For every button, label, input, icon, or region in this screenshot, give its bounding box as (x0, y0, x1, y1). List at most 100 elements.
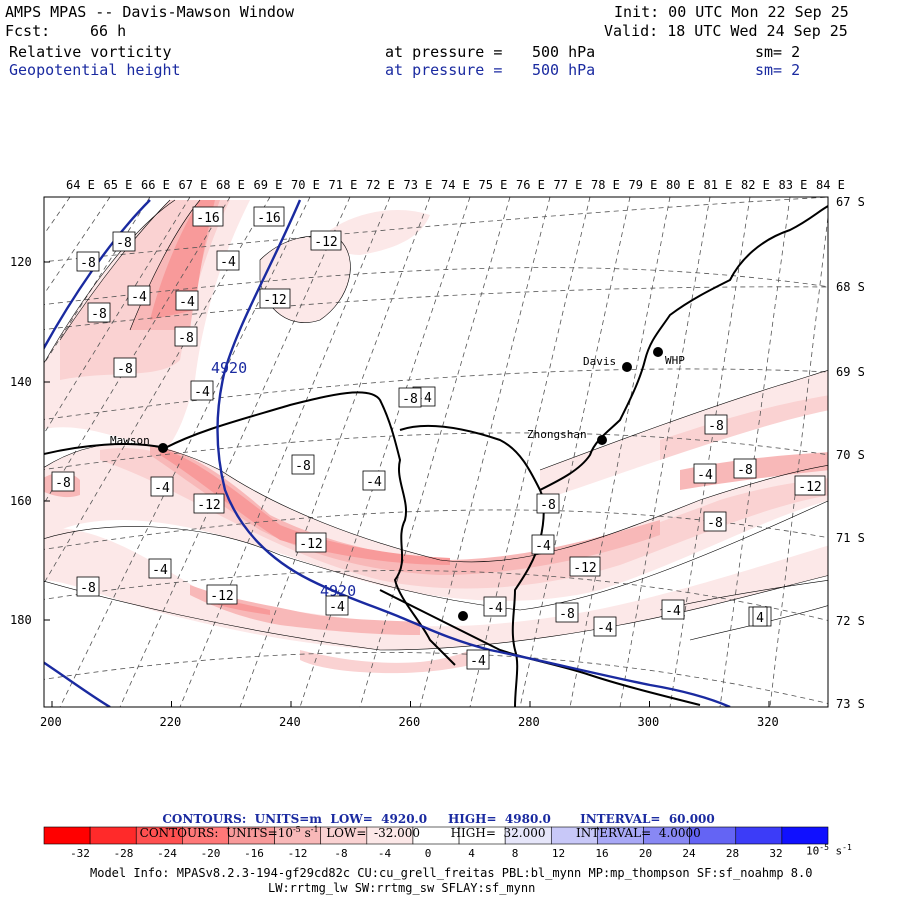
colorbar-swatch (781, 826, 829, 845)
lon-label: 64 E (66, 178, 95, 192)
vorticity-label: -8 (178, 331, 194, 346)
colorbar-tick-label: 24 (682, 847, 696, 860)
colorbar-swatch (89, 826, 137, 845)
vorticity-label-box (253, 206, 285, 227)
vorticity-label-box (536, 493, 560, 514)
vorticity-label: -4 (366, 475, 382, 490)
vorticity-label-box (794, 475, 826, 496)
vorticity-label-box (175, 290, 199, 311)
lon-label: 67 E (179, 178, 208, 192)
vorticity-value-labels: -16 -16 -8 -8 -12 -4 -4 -12 -4 -8 -8 -8 -4 -4 -8 -4 -12 -… (51, 206, 826, 670)
station-zhongshan-label: Zhongshan (527, 428, 587, 441)
field1-level: 500 hPa (532, 43, 596, 61)
x-tick-label: 260 (399, 715, 421, 729)
height-label-4920-lower: 4920 (320, 582, 356, 600)
vorticity-label: -8 (708, 419, 724, 434)
colorbar-tick-label: 8 (512, 847, 519, 860)
y-tick-label: 140 (10, 375, 32, 389)
lat-lon-grid (44, 197, 828, 707)
contours2-units-exp: -5 (292, 825, 301, 834)
colorbar-tick-label: -16 (244, 847, 264, 860)
station-unnamed-marker[interactable] (458, 611, 468, 621)
vorticity-label: -4 (179, 295, 195, 310)
colorbar-tick-label: -20 (201, 847, 221, 860)
contours1-label: CONTOURS: (162, 812, 247, 826)
station-whp-marker[interactable] (653, 347, 663, 357)
station-davis-label: Davis (583, 355, 616, 368)
model-info-line2: LW:rrtmg_lw SW:rrtmg_sw SFLAY:sf_mynn (268, 881, 536, 895)
field1-level-text: at pressure = (385, 43, 503, 61)
colorbar-tick-label: -24 (157, 847, 177, 860)
lon-label: 72 E (366, 178, 395, 192)
lon-label: 80 E (666, 178, 695, 192)
colorbar-unit-tail-exp: -1 (842, 843, 852, 852)
lon-label: 73 E (404, 178, 433, 192)
vorticity-label-box (174, 326, 198, 347)
station-whp-label: WHP (665, 354, 685, 367)
contours2-high: HIGH= 32.000 (450, 826, 546, 840)
vorticity-label-box (466, 649, 490, 670)
contours2-units-tail: s (304, 826, 311, 840)
vorticity-label-box (148, 558, 172, 579)
station-mawson-marker[interactable] (158, 443, 168, 453)
vorticity-label: -12 (210, 589, 233, 604)
vorticity-label: -4 (152, 563, 168, 578)
vorticity-label: -8 (80, 581, 96, 596)
vorticity-label-box (190, 380, 214, 401)
vorticity-label: -12 (263, 293, 286, 308)
colorbar-tick-label: 20 (639, 847, 652, 860)
contours2-units: UNITS=10 (226, 826, 293, 840)
coastline (44, 204, 828, 707)
vorticity-label-box (113, 357, 137, 378)
colorbar-tick-label: 0 (425, 847, 432, 860)
lon-label: 82 E (741, 178, 770, 192)
contours2-low: LOW= -32.000 (326, 826, 421, 840)
lon-label: 81 E (704, 178, 733, 192)
colorbar-tick-label: 16 (595, 847, 608, 860)
lon-label: 75 E (479, 178, 508, 192)
lon-label: 65 E (104, 178, 133, 192)
x-axis-ticks: 200 220 240 260 280 300 320 (40, 701, 779, 729)
colorbar-tick-label: 28 (726, 847, 739, 860)
vorticity-label: -4 (154, 481, 170, 496)
vorticity-label-box (87, 302, 111, 323)
colorbar-swatch (43, 826, 91, 845)
longitude-labels: 64 E 65 E 66 E 67 E 68 E 69 E 70 E 71 E 72 E 73 E… (66, 178, 845, 192)
vorticity-label: -12 (798, 480, 821, 495)
colorbar (43, 826, 829, 845)
vorticity-label-box (704, 414, 728, 435)
vorticity-label: -16 (196, 211, 219, 226)
station-davis-marker[interactable] (622, 362, 632, 372)
vorticity-label: -8 (116, 236, 132, 251)
station-zhongshan-marker[interactable] (597, 435, 607, 445)
contours2-interval: INTERVAL= 4.0000 (576, 826, 701, 840)
contours1-interval: INTERVAL= 60.000 (580, 812, 715, 826)
vorticity-label-box (398, 387, 422, 408)
vorticity-label: -8 (55, 476, 71, 491)
colorbar-unit-base: 10 (806, 844, 820, 858)
vorticity-label-box (531, 534, 555, 555)
vorticity-label: -16 (257, 211, 280, 226)
colorbar-tick-label: -32 (70, 847, 90, 860)
colorbar-tick-labels: -32 -28 -24 -20 -16 -12 -8 -4 0 4 8 12 16 20 24 28 32 (70, 847, 783, 860)
vorticity-label-box (703, 511, 727, 532)
valid-time: Valid: 18 UTC Wed 24 Sep 25 (604, 22, 848, 40)
height-contours (44, 199, 731, 707)
lon-label: 84 E (816, 178, 845, 192)
lon-label: 77 E (554, 178, 583, 192)
vorticity-label-box (661, 599, 685, 620)
vorticity-label: -4 (665, 604, 681, 619)
vorticity-label: -4 (487, 601, 503, 616)
model-info-line1: Model Info: MPASv8.2.3-194-gf29cd82c CU:… (90, 866, 813, 880)
vorticity-label-box (112, 231, 136, 252)
field1-name: Relative vorticity (9, 43, 172, 61)
colorbar-swatch (735, 826, 783, 845)
vorticity-label-box (150, 476, 174, 497)
vorticity-label: -12 (197, 498, 220, 513)
lon-label: 78 E (591, 178, 620, 192)
contours1-units: UNITS=m (254, 812, 323, 826)
vorticity-label: -8 (91, 307, 107, 322)
map-plot-area: 4920 4920 Davis WHP Zhongshan Mawson -16… (44, 197, 828, 707)
contours2-line: CONTOURS: UNITS=10-5 s-1 LOW= -32.000 HI… (132, 811, 701, 840)
vorticity-label: -12 (314, 235, 337, 250)
